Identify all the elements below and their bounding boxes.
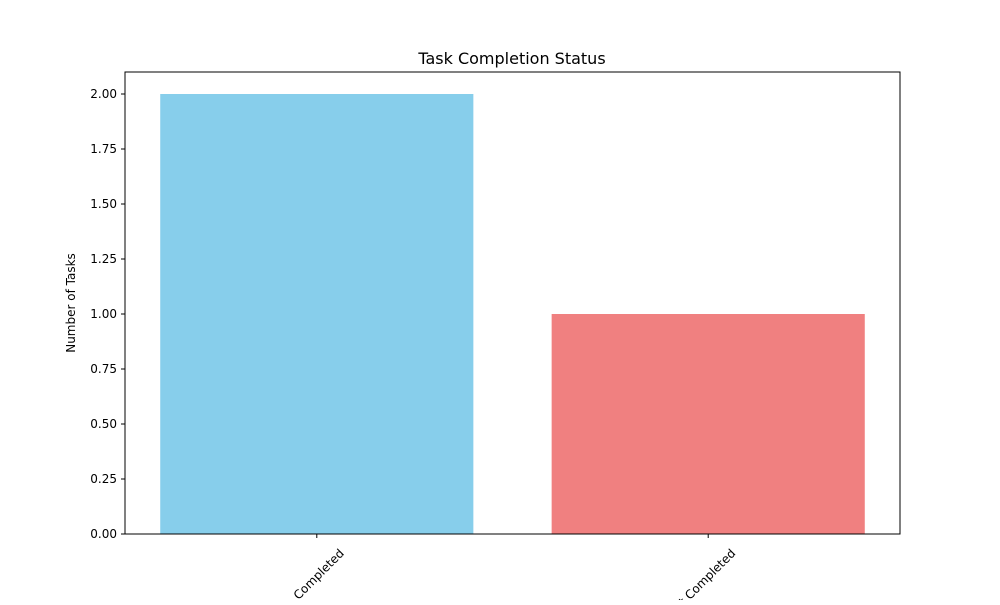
y-tick-label: 1.75 xyxy=(90,142,117,156)
y-tick-label: 1.00 xyxy=(90,307,117,321)
y-tick-label: 2.00 xyxy=(90,87,117,101)
y-axis: 0.00 0.25 0.50 0.75 1.00 1.25 1.50 1.75 2.00 xyxy=(90,87,125,541)
y-axis-label: Number of Tasks xyxy=(64,253,78,353)
y-tick-label: 0.75 xyxy=(90,362,117,376)
y-tick-label: 0.00 xyxy=(90,527,117,541)
y-tick-label: 1.50 xyxy=(90,197,117,211)
y-tick-label: 1.25 xyxy=(90,252,117,266)
bar-not-completed xyxy=(551,314,865,534)
bars-group xyxy=(160,94,865,534)
plot-frame xyxy=(124,71,901,535)
x-tick-label: Completed xyxy=(291,546,347,600)
bar-completed xyxy=(160,94,474,534)
chart-title: Task Completion Status xyxy=(417,49,605,68)
y-tick-label: 0.25 xyxy=(90,472,117,486)
x-axis: Completed Not Completed xyxy=(291,534,739,605)
y-tick-label: 0.50 xyxy=(90,417,117,431)
x-tick-label: Not Completed xyxy=(665,546,739,600)
